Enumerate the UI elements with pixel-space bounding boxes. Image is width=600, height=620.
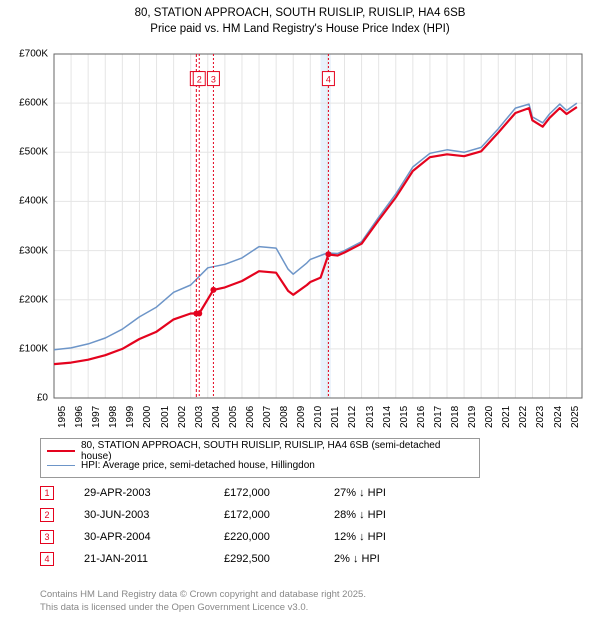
sales-table: 1 29-APR-2003 £172,000 27% ↓ HPI 2 30-JU… <box>40 482 454 570</box>
xtick-label: 2009 <box>296 406 307 428</box>
legend: 80, STATION APPROACH, SOUTH RUISLIP, RUI… <box>40 438 480 478</box>
xtick-label: 1999 <box>125 406 136 428</box>
svg-text:2: 2 <box>197 75 202 85</box>
xtick-label: 2022 <box>518 406 529 428</box>
ytick-label: £400K <box>19 196 48 207</box>
legend-label-hpi: HPI: Average price, semi-detached house,… <box>81 460 315 471</box>
ytick-label: £700K <box>19 49 48 60</box>
ytick-label: £200K <box>19 294 48 305</box>
xtick-label: 2004 <box>211 406 222 428</box>
sale-diff: 2% ↓ HPI <box>334 553 454 565</box>
title-line-2: Price paid vs. HM Land Registry's House … <box>0 22 600 38</box>
sale-date: 30-APR-2004 <box>84 531 224 543</box>
sale-marker-3: 3 <box>40 530 54 544</box>
xtick-label: 2007 <box>262 406 273 428</box>
sale-diff: 27% ↓ HPI <box>334 487 454 499</box>
ytick-label: £300K <box>19 245 48 256</box>
sale-date: 21-JAN-2011 <box>84 553 224 565</box>
xtick-label: 2001 <box>160 406 171 428</box>
xtick-label: 2017 <box>433 406 444 428</box>
xtick-label: 2015 <box>399 406 410 428</box>
svg-text:3: 3 <box>211 75 216 85</box>
chart-title: 80, STATION APPROACH, SOUTH RUISLIP, RUI… <box>0 0 600 37</box>
sale-price: £220,000 <box>224 531 334 543</box>
xtick-label: 2008 <box>279 406 290 428</box>
xtick-label: 2002 <box>177 406 188 428</box>
sale-marker-1: 1 <box>40 486 54 500</box>
sale-price: £292,500 <box>224 553 334 565</box>
xtick-label: 1998 <box>108 406 119 428</box>
xtick-label: 2013 <box>365 406 376 428</box>
footer-line-2: This data is licensed under the Open Gov… <box>40 602 366 614</box>
attribution: Contains HM Land Registry data © Crown c… <box>40 589 366 614</box>
table-row: 2 30-JUN-2003 £172,000 28% ↓ HPI <box>40 504 454 526</box>
sale-date: 30-JUN-2003 <box>84 509 224 521</box>
xtick-label: 1996 <box>74 406 85 428</box>
xtick-label: 2011 <box>330 406 341 428</box>
ytick-label: £0 <box>37 393 48 404</box>
ytick-label: £600K <box>19 98 48 109</box>
xtick-label: 2021 <box>501 406 512 428</box>
xtick-label: 2014 <box>382 406 393 428</box>
table-row: 1 29-APR-2003 £172,000 27% ↓ HPI <box>40 482 454 504</box>
sale-diff: 12% ↓ HPI <box>334 531 454 543</box>
legend-label-property: 80, STATION APPROACH, SOUTH RUISLIP, RUI… <box>81 440 473 462</box>
sale-marker-4: 4 <box>40 552 54 566</box>
xtick-label: 2018 <box>450 406 461 428</box>
ytick-label: £100K <box>19 343 48 354</box>
table-row: 4 21-JAN-2011 £292,500 2% ↓ HPI <box>40 548 454 570</box>
legend-swatch-property <box>47 450 75 452</box>
xtick-label: 2005 <box>228 406 239 428</box>
footer-line-1: Contains HM Land Registry data © Crown c… <box>40 589 366 601</box>
xtick-label: 2019 <box>467 406 478 428</box>
xtick-label: 2003 <box>194 406 205 428</box>
xtick-label: 1995 <box>57 406 68 428</box>
price-chart: 1234 <box>40 48 586 428</box>
sale-date: 29-APR-2003 <box>84 487 224 499</box>
xtick-label: 2020 <box>484 406 495 428</box>
sale-diff: 28% ↓ HPI <box>334 509 454 521</box>
xtick-label: 2024 <box>553 406 564 428</box>
xtick-label: 2006 <box>245 406 256 428</box>
xtick-label: 2012 <box>347 406 358 428</box>
xtick-label: 2016 <box>416 406 427 428</box>
xtick-label: 2023 <box>535 406 546 428</box>
svg-text:4: 4 <box>326 75 331 85</box>
legend-item-property: 80, STATION APPROACH, SOUTH RUISLIP, RUI… <box>47 443 473 458</box>
xtick-label: 2000 <box>142 406 153 428</box>
xtick-label: 2010 <box>313 406 324 428</box>
title-line-1: 80, STATION APPROACH, SOUTH RUISLIP, RUI… <box>0 6 600 22</box>
ytick-label: £500K <box>19 147 48 158</box>
xtick-label: 1997 <box>91 406 102 428</box>
sale-price: £172,000 <box>224 487 334 499</box>
xtick-label: 2025 <box>570 406 581 428</box>
sale-price: £172,000 <box>224 509 334 521</box>
table-row: 3 30-APR-2004 £220,000 12% ↓ HPI <box>40 526 454 548</box>
sale-marker-2: 2 <box>40 508 54 522</box>
legend-swatch-hpi <box>47 465 75 466</box>
